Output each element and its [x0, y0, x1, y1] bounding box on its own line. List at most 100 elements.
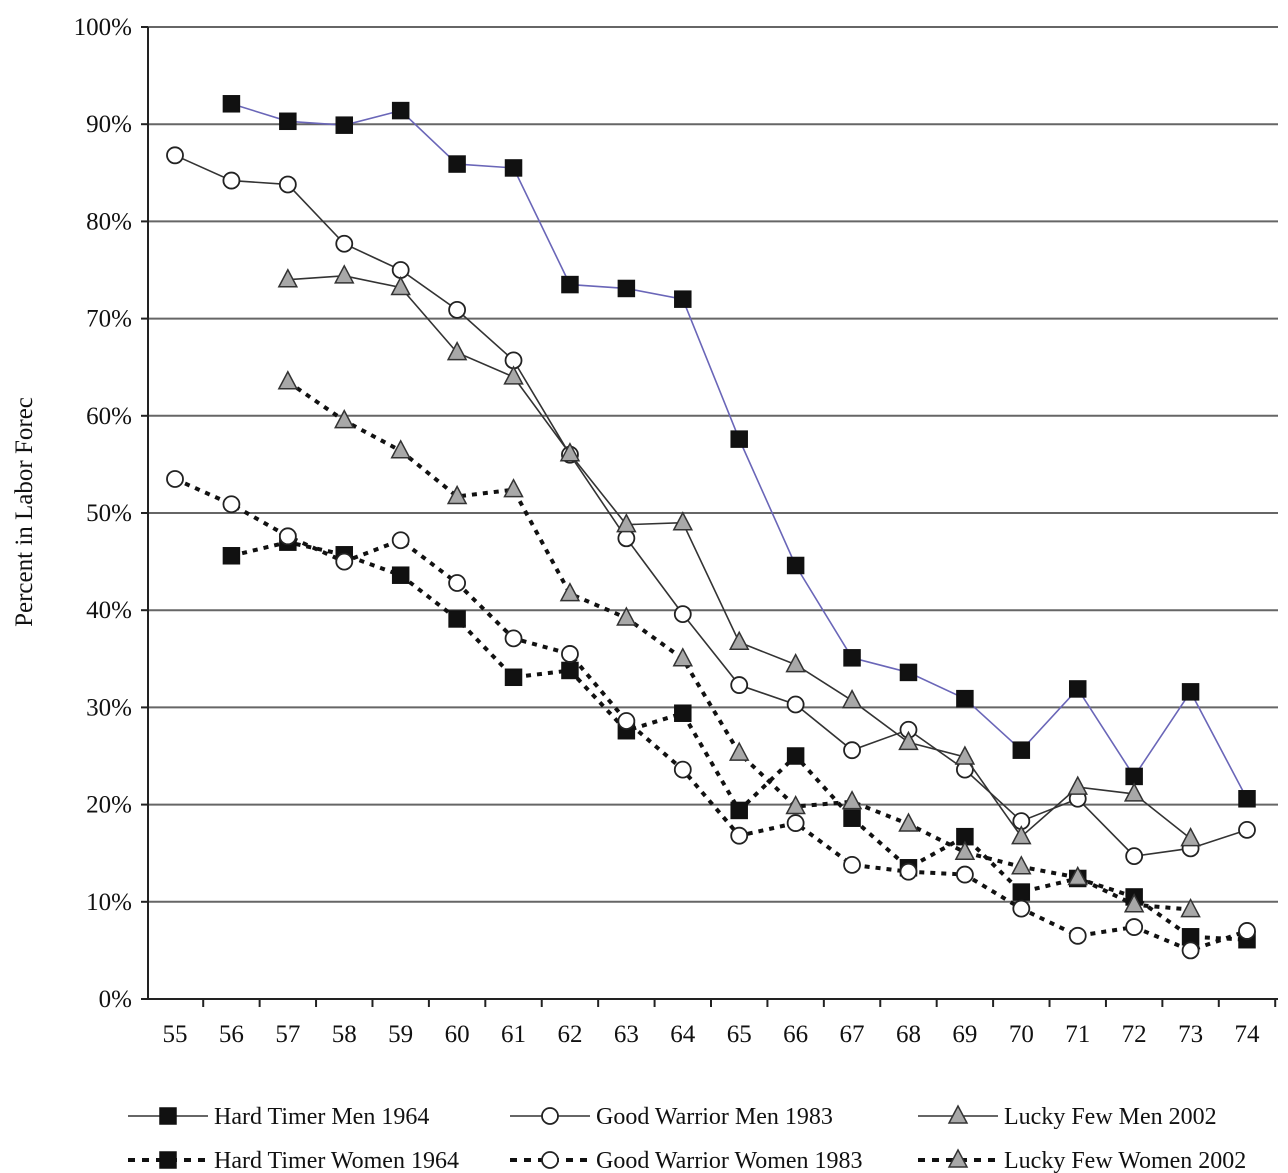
x-tick-label: 69: [952, 1021, 977, 1048]
data-point: [277, 370, 299, 390]
legend-label: Lucky Few Women 2002: [1004, 1148, 1246, 1173]
x-tick-label: 55: [163, 1021, 188, 1048]
legend-label: Hard Timer Women 1964: [214, 1148, 459, 1173]
x-tick-label: 74: [1235, 1021, 1261, 1048]
x-tick-label: 67: [840, 1021, 865, 1048]
data-point: [786, 556, 805, 575]
data-point: [616, 513, 637, 533]
data-point: [334, 409, 355, 429]
data-point: [1012, 883, 1031, 901]
data-point: [448, 574, 467, 592]
x-tick-label: 56: [219, 1021, 244, 1048]
y-tick-label: 50%: [86, 500, 132, 527]
data-point: [1068, 926, 1087, 945]
data-point: [728, 630, 750, 651]
series-4: [166, 470, 1256, 960]
data-point: [278, 527, 297, 546]
data-point: [559, 582, 581, 602]
data-point: [786, 695, 805, 714]
data-point: [1181, 941, 1200, 960]
data-point: [616, 606, 637, 626]
x-tick-label: 72: [1122, 1021, 1147, 1048]
data-point: [843, 855, 861, 874]
data-point: [841, 790, 863, 810]
series-5: [277, 370, 1201, 918]
data-point: [1012, 741, 1031, 759]
legend-item: Lucky Few Women 2002: [918, 1148, 1246, 1173]
y-tick-label: 70%: [86, 306, 132, 333]
x-tick-label: 61: [501, 1021, 526, 1048]
series-2: [277, 264, 1201, 847]
data-point: [222, 495, 241, 514]
data-point: [503, 478, 524, 498]
data-point: [166, 146, 184, 165]
y-tick-label: 40%: [86, 597, 132, 624]
data-point: [954, 840, 976, 860]
series-3: [222, 533, 1256, 949]
data-point: [1125, 918, 1144, 936]
y-tick-label: 100%: [74, 14, 132, 41]
legend-marker: [541, 1107, 559, 1125]
data-point: [222, 547, 241, 565]
data-point: [617, 279, 636, 298]
legend-label: Hard Timer Men 1964: [214, 1104, 429, 1130]
x-tick-labels: 55 56 57 58 59 60 61 62 63 64 65 66 67 68 69 70 71 72 73 74: [163, 1021, 1261, 1048]
data-point: [1123, 893, 1145, 913]
x-tick-label: 64: [670, 1021, 696, 1048]
x-tick-label: 60: [445, 1021, 470, 1048]
legend-marker: [541, 1151, 559, 1169]
data-point: [1180, 897, 1201, 918]
data-point: [391, 566, 410, 584]
data-point: [504, 629, 523, 648]
data-point: [391, 531, 410, 550]
legend-item: Good Warrior Women 1983: [510, 1148, 863, 1173]
data-point: [843, 741, 861, 760]
legend-item: Lucky Few Men 2002: [918, 1104, 1217, 1130]
data-point: [1011, 855, 1032, 875]
data-point: [278, 175, 297, 194]
data-point: [899, 862, 918, 881]
data-point: [1068, 680, 1087, 698]
y-tick-label: 10%: [86, 889, 132, 916]
data-point: [335, 552, 354, 571]
data-point: [673, 605, 692, 623]
legend-item: Hard Timer Men 1964: [128, 1104, 429, 1130]
data-point: [956, 689, 974, 708]
data-point: [391, 261, 410, 279]
series-line: [174, 477, 1248, 953]
y-axis-label: Percent in Labor Forec: [11, 397, 38, 627]
data-point: [446, 484, 468, 505]
data-point: [561, 661, 579, 680]
data-point: [1180, 827, 1201, 847]
data-point: [277, 268, 299, 288]
data-point: [504, 159, 523, 177]
data-point: [898, 812, 919, 832]
data-point: [335, 116, 354, 134]
y-tick-label: 0%: [99, 986, 132, 1013]
data-point: [674, 704, 692, 722]
x-tick-label: 63: [614, 1021, 639, 1048]
legend-marker: [947, 1104, 969, 1124]
series-line: [174, 154, 1248, 857]
data-point: [1238, 820, 1256, 839]
x-tick-label: 62: [557, 1021, 582, 1048]
legend-label: Lucky Few Men 2002: [1004, 1104, 1217, 1130]
data-point: [954, 745, 976, 765]
data-point: [448, 155, 466, 173]
x-tick-label: 65: [727, 1021, 752, 1048]
data-point: [672, 511, 694, 531]
data-point: [730, 801, 748, 820]
legend-marker: [947, 1148, 969, 1168]
data-point: [899, 663, 918, 682]
x-tick-label: 73: [1178, 1021, 1203, 1048]
data-point: [390, 439, 411, 459]
x-tick-label: 58: [332, 1021, 357, 1048]
data-point: [786, 814, 805, 832]
series-group: [166, 95, 1256, 960]
data-point: [1125, 767, 1143, 786]
data-point: [955, 865, 974, 884]
series-line: [231, 103, 1248, 800]
data-point: [728, 741, 750, 761]
data-point: [1238, 790, 1256, 808]
y-tick-label: 60%: [86, 403, 132, 430]
